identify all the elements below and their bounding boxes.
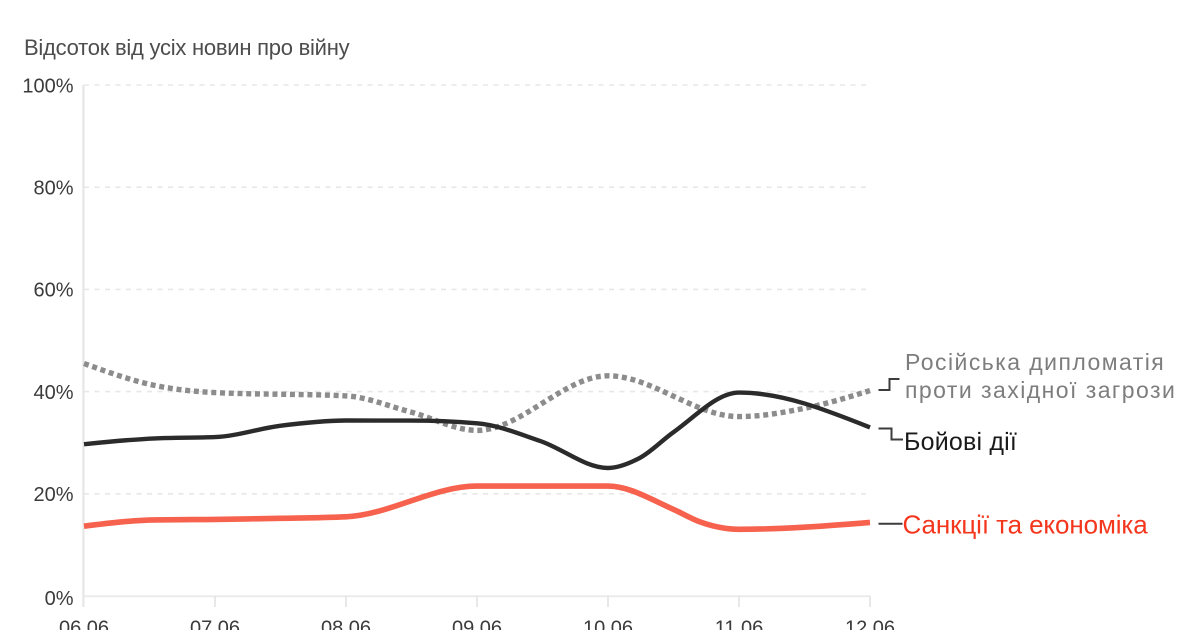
svg-text:11.06: 11.06 xyxy=(715,618,764,630)
svg-text:проти західної загрози: проти західної загрози xyxy=(905,377,1176,403)
svg-text:Санкції та економіка: Санкції та економіка xyxy=(903,510,1149,540)
svg-text:80%: 80% xyxy=(33,178,73,200)
svg-text:60%: 60% xyxy=(33,280,73,302)
svg-text:06.06: 06.06 xyxy=(59,618,109,630)
svg-text:Російська дипломатія: Російська дипломатія xyxy=(905,349,1165,375)
svg-text:Бойові дії: Бойові дії xyxy=(904,428,1017,456)
svg-text:Відсоток від усіх новин про ві: Відсоток від усіх новин про війну xyxy=(24,35,350,60)
svg-text:40%: 40% xyxy=(33,382,73,404)
svg-text:07.06: 07.06 xyxy=(190,618,240,630)
svg-text:10.06: 10.06 xyxy=(583,618,633,630)
svg-text:100%: 100% xyxy=(22,75,73,97)
svg-text:08.06: 08.06 xyxy=(321,618,371,630)
svg-text:0%: 0% xyxy=(45,588,74,610)
svg-text:09.06: 09.06 xyxy=(452,618,502,630)
svg-text:20%: 20% xyxy=(33,484,73,506)
svg-text:12.06: 12.06 xyxy=(845,618,895,630)
